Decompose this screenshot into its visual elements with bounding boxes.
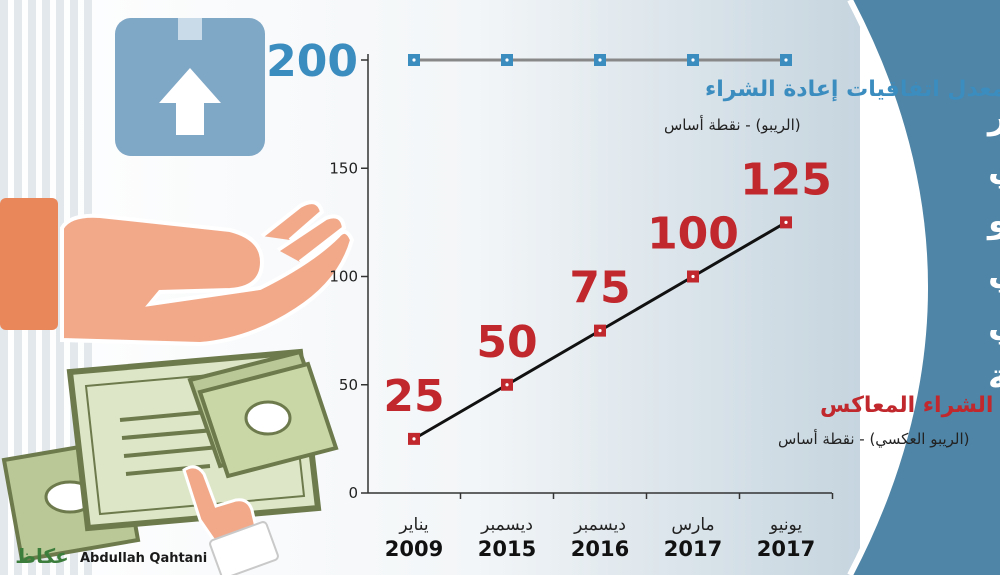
panel-title-line: التطور <box>986 97 1000 137</box>
repo-series-note: (الريبو) - نقطة أساس <box>664 115 801 134</box>
reverse-data-label: 75 <box>569 263 630 314</box>
panel-title: التطور التاريخي للريبو العكسي والريبو في السع… <box>986 97 1000 397</box>
x-category-year: 2016 <box>571 537 629 561</box>
panel-title-line: العكسي <box>988 253 1000 293</box>
x-category-month: يناير <box>398 515 428 535</box>
x-category-month: ديسمبر <box>480 515 533 535</box>
panel-title-line: للريبو <box>986 201 1000 241</box>
reverse-series-name: معدل اتفاقيات إعادة الشراء المعاكس <box>820 393 1000 418</box>
author-credit: Abdullah Qahtani <box>80 551 207 566</box>
repo-series-point-dot <box>598 58 602 62</box>
money-documents-icon <box>1 348 339 563</box>
repo-series-name: معدل اتفاقيات إعادة الشراء <box>705 77 1000 102</box>
repo-series-point-dot <box>505 58 509 62</box>
pointing-hand-icon <box>182 465 279 575</box>
reverse-series-point-dot <box>505 383 509 387</box>
panel-title-line: السعودية <box>988 357 1000 397</box>
reverse-series-point-dot <box>412 437 416 441</box>
line-chart: 050100150200يناير2009ديسمبر2015ديسمبر201… <box>266 36 1000 561</box>
reverse-data-label: 125 <box>740 154 832 205</box>
x-category-year: 2017 <box>757 537 815 561</box>
y-tick-label: 150 <box>329 159 358 177</box>
repo-series-point-dot <box>784 58 788 62</box>
title-panel-edge <box>847 0 928 575</box>
credit: عكاظ Abdullah Qahtani <box>8 538 207 568</box>
reverse-series-point-dot <box>784 220 788 224</box>
reverse-series-note: (الريبو العكسي) - نقطة أساس <box>778 429 970 449</box>
reverse-data-label: 100 <box>647 209 739 260</box>
x-category-month: مارس <box>671 515 714 535</box>
reverse-data-label: 25 <box>383 371 444 422</box>
x-category-year: 2009 <box>385 537 443 561</box>
y-tick-label: 100 <box>329 268 358 286</box>
x-category-year: 2015 <box>478 537 536 561</box>
open-hand-icon <box>0 198 355 347</box>
chart-axes: 050100150200يناير2009ديسمبر2015ديسمبر201… <box>266 36 834 561</box>
repo-series-point-dot <box>691 58 695 62</box>
chart-labels: معدل اتفاقيات إعادة الشراء (الريبو) - نقط… <box>383 77 1000 449</box>
logo-text: عكاظ <box>15 544 69 568</box>
x-category-year: 2017 <box>664 537 722 561</box>
chart-series <box>408 54 792 445</box>
repo-series-point-dot <box>412 58 416 62</box>
y-tick-label: 0 <box>348 484 358 502</box>
panel-title-line: والريبو في <box>988 305 1000 345</box>
panel-title-line: التاريخي <box>988 149 1000 189</box>
x-category-month: ديسمبر <box>573 515 626 535</box>
y-top-label: 200 <box>266 36 358 87</box>
reverse-series-point-dot <box>598 329 602 333</box>
box-arrow-icon <box>115 18 265 156</box>
reverse-data-label: 50 <box>476 317 537 368</box>
y-tick-label: 50 <box>339 376 358 394</box>
x-category-month: يونيو <box>769 515 802 535</box>
reverse-series-point-dot <box>691 274 695 279</box>
